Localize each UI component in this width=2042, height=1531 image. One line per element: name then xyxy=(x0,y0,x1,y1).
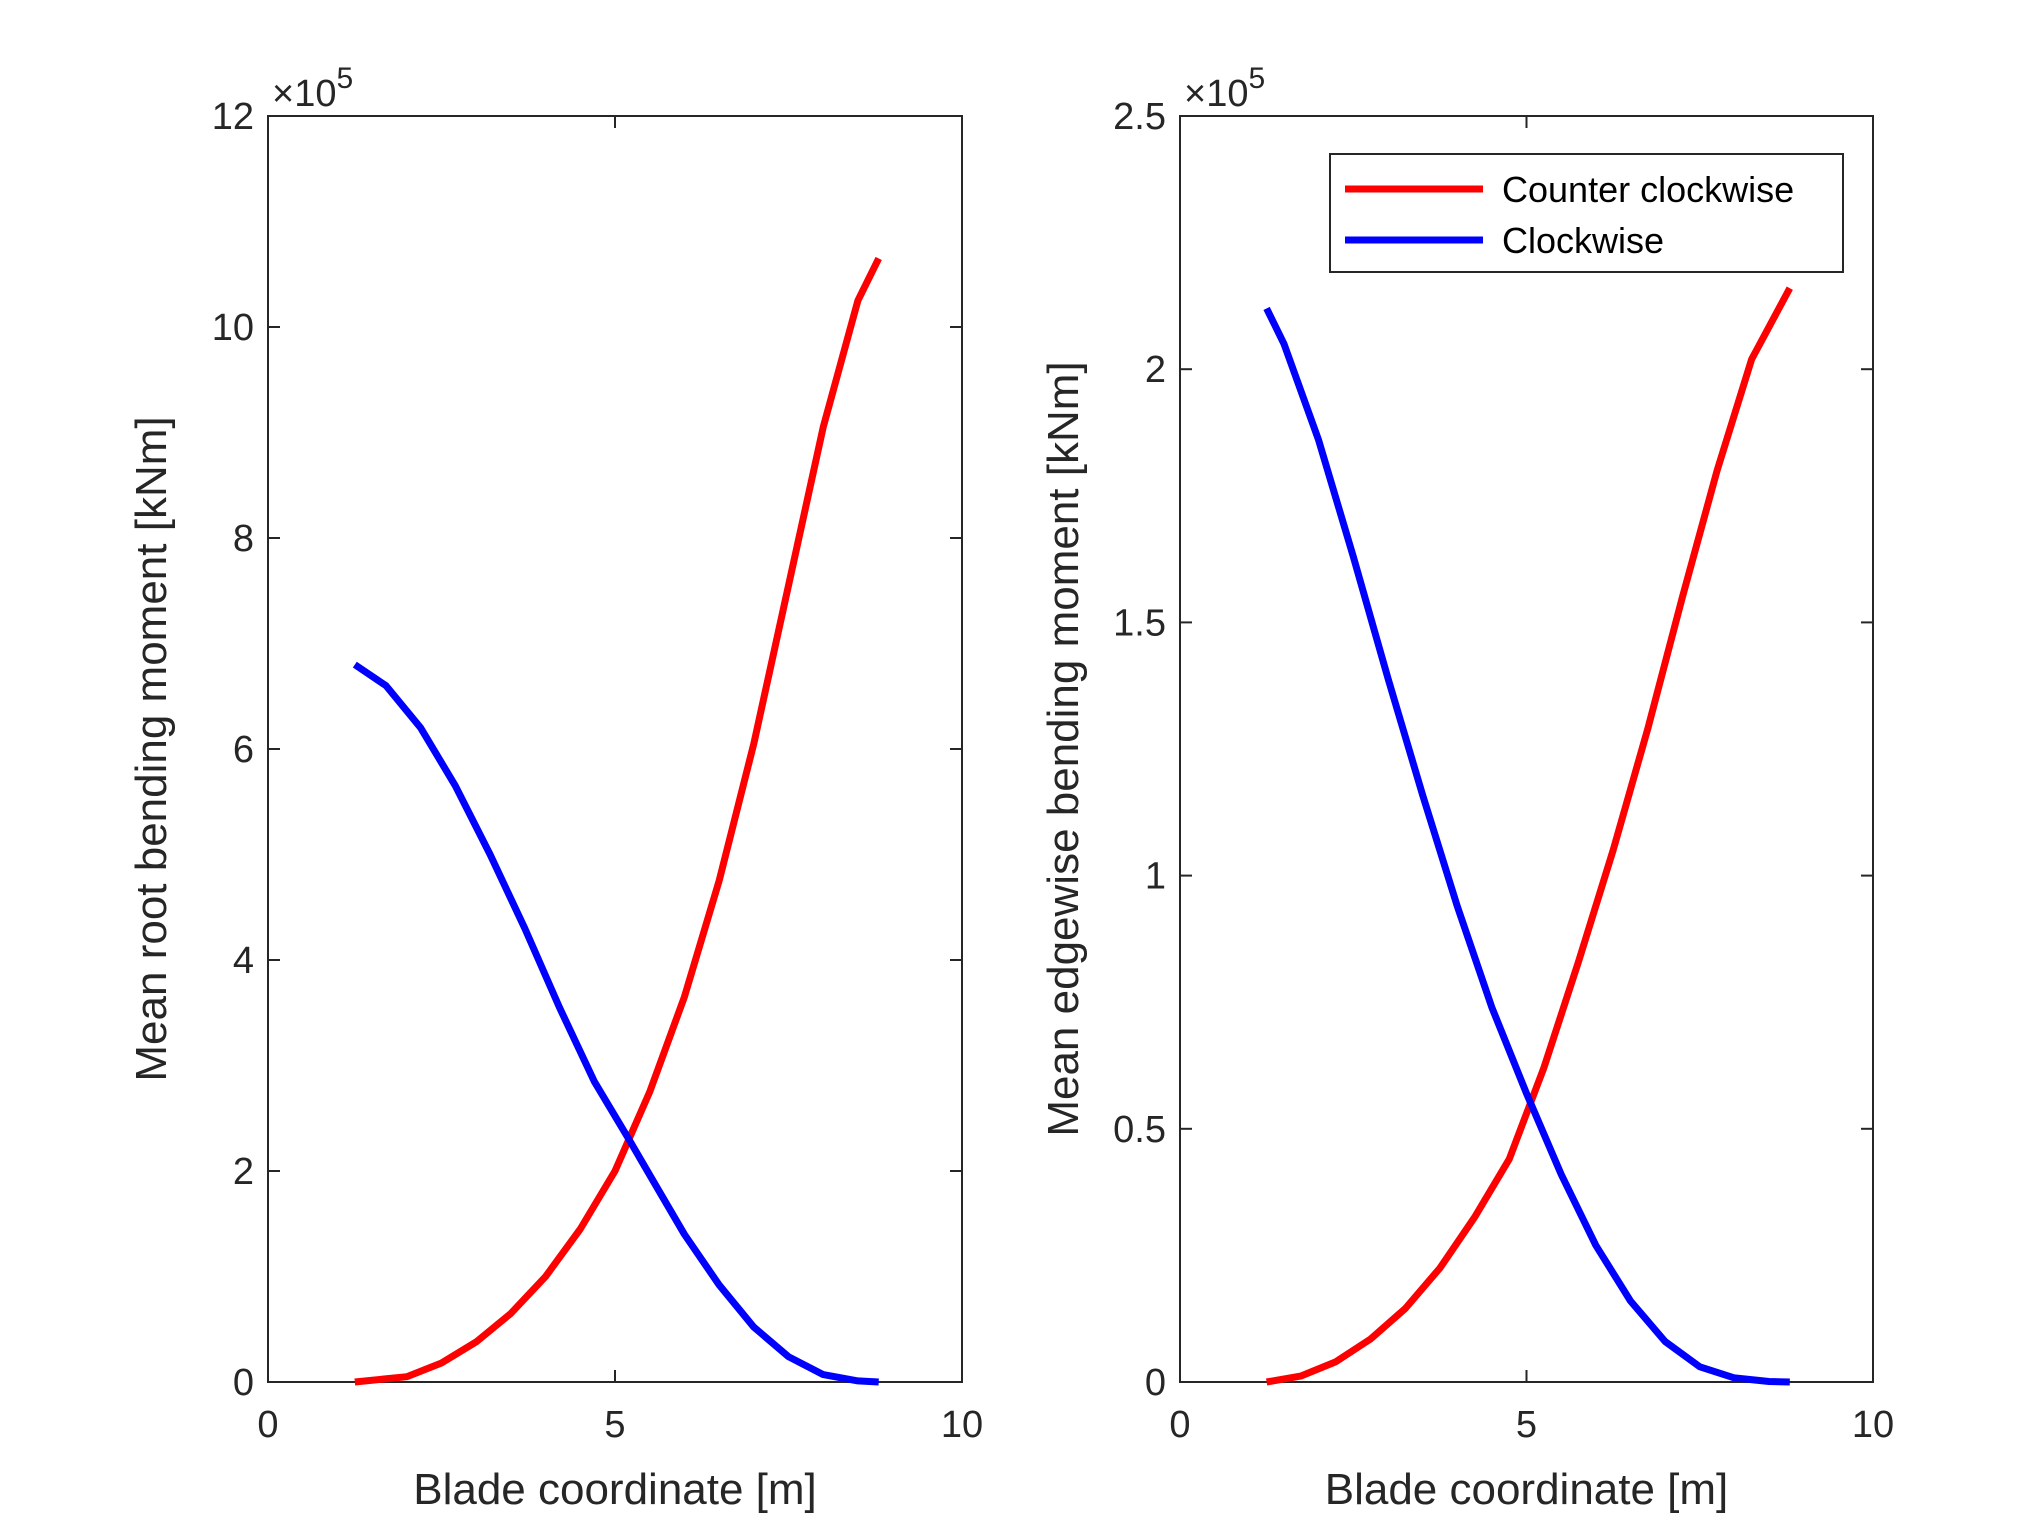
left-y-axis-label: Mean root bending moment [kNm] xyxy=(127,416,176,1081)
right-y-tick-label: 1.5 xyxy=(1113,602,1166,644)
left-y-tick-label: 0 xyxy=(233,1362,254,1404)
left-y-tick-label: 2 xyxy=(233,1151,254,1193)
right-y-tick-label: 2.5 xyxy=(1113,96,1166,138)
right-y-axis-label: Mean edgewise bending moment [kNm] xyxy=(1039,361,1088,1136)
right-x-tick-label: 5 xyxy=(1516,1404,1537,1446)
left-y-tick-label: 6 xyxy=(233,729,254,771)
right-series-line-red xyxy=(1265,286,1793,1386)
left-x-tick-label: 0 xyxy=(257,1404,278,1446)
left-y-tick-label: 10 xyxy=(212,307,254,349)
left-series-line-blue xyxy=(352,661,879,1386)
left-y-tick-label: 4 xyxy=(233,940,254,982)
right-legend-box xyxy=(1329,153,1844,273)
right-axes-box xyxy=(1179,115,1874,1383)
left-y-multiplier-exponent: 5 xyxy=(336,62,353,95)
right-y-multiplier-base: ×10 xyxy=(1184,73,1248,115)
left-x-tick-label: 5 xyxy=(604,1404,625,1446)
left-y-tick-label: 12 xyxy=(212,96,254,138)
right-y-multiplier: ×105 xyxy=(1184,62,1265,115)
right-x-tick-label: 0 xyxy=(1169,1404,1190,1446)
right-y-tick-label: 0 xyxy=(1145,1362,1166,1404)
left-x-tick-label: 10 xyxy=(941,1404,983,1446)
right-x-tick-label: 10 xyxy=(1852,1404,1894,1446)
left-series-line-red xyxy=(354,256,882,1386)
right-x-axis-label: Blade coordinate [m] xyxy=(1325,1465,1729,1514)
legend-label-clockwise: Clockwise xyxy=(1502,220,1664,261)
legend-label-counter-clockwise: Counter clockwise xyxy=(1502,169,1794,210)
left-y-multiplier-base: ×10 xyxy=(272,73,336,115)
left-x-axis-label: Blade coordinate [m] xyxy=(413,1465,817,1514)
right-y-multiplier-exponent: 5 xyxy=(1248,62,1265,95)
left-y-multiplier: ×105 xyxy=(272,62,353,115)
left-y-tick-label: 8 xyxy=(233,518,254,560)
right-series-line-blue xyxy=(1263,306,1790,1386)
right-y-tick-label: 2 xyxy=(1145,349,1166,391)
right-y-tick-label: 1 xyxy=(1145,856,1166,898)
right-y-tick-label: 0.5 xyxy=(1113,1109,1166,1151)
right-legend: Counter clockwise Clockwise xyxy=(1329,153,1844,273)
